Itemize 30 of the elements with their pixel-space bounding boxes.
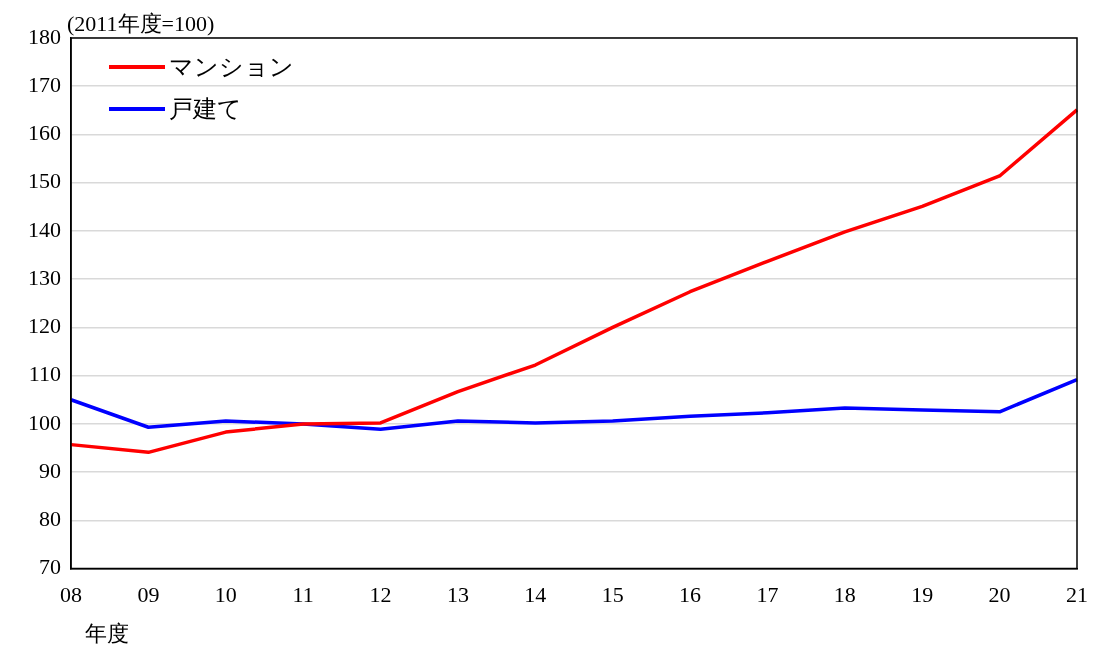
y-tick-label: 100 (28, 409, 61, 435)
x-tick-label: 17 (756, 581, 779, 607)
x-tick-label: 19 (911, 581, 934, 607)
x-tick-label: 16 (679, 581, 702, 607)
x-tick-label: 10 (214, 581, 237, 607)
x-tick-label: 20 (988, 581, 1011, 607)
y-tick-label: 150 (28, 168, 61, 194)
legend-label: マンション (169, 53, 294, 82)
y-tick-label: 130 (28, 264, 61, 290)
x-tick-label: 11 (292, 581, 314, 607)
y-axis-title: (2011年度=100) (67, 10, 215, 36)
legend-label: 戸建て (169, 95, 242, 124)
y-tick-label: 120 (28, 313, 61, 339)
x-tick-label: 21 (1066, 581, 1088, 607)
x-tick-label: 13 (446, 581, 469, 607)
y-tick-label: 90 (39, 457, 61, 483)
y-tick-label: 140 (28, 216, 61, 242)
y-tick-label: 170 (28, 72, 61, 98)
x-tick-label: 18 (833, 581, 856, 607)
x-tick-label: 09 (137, 581, 160, 607)
y-tick-label: 180 (28, 23, 61, 49)
y-tick-label: 110 (28, 361, 61, 387)
x-tick-label: 14 (524, 581, 547, 607)
x-tick-label: 12 (369, 581, 392, 607)
x-tick-label: 08 (60, 581, 82, 607)
x-tick-label: 15 (601, 581, 624, 607)
y-tick-label: 80 (39, 506, 61, 532)
x-axis-title: 年度 (85, 621, 129, 645)
y-tick-label: 160 (28, 120, 61, 146)
y-tick-label: 70 (39, 554, 61, 580)
